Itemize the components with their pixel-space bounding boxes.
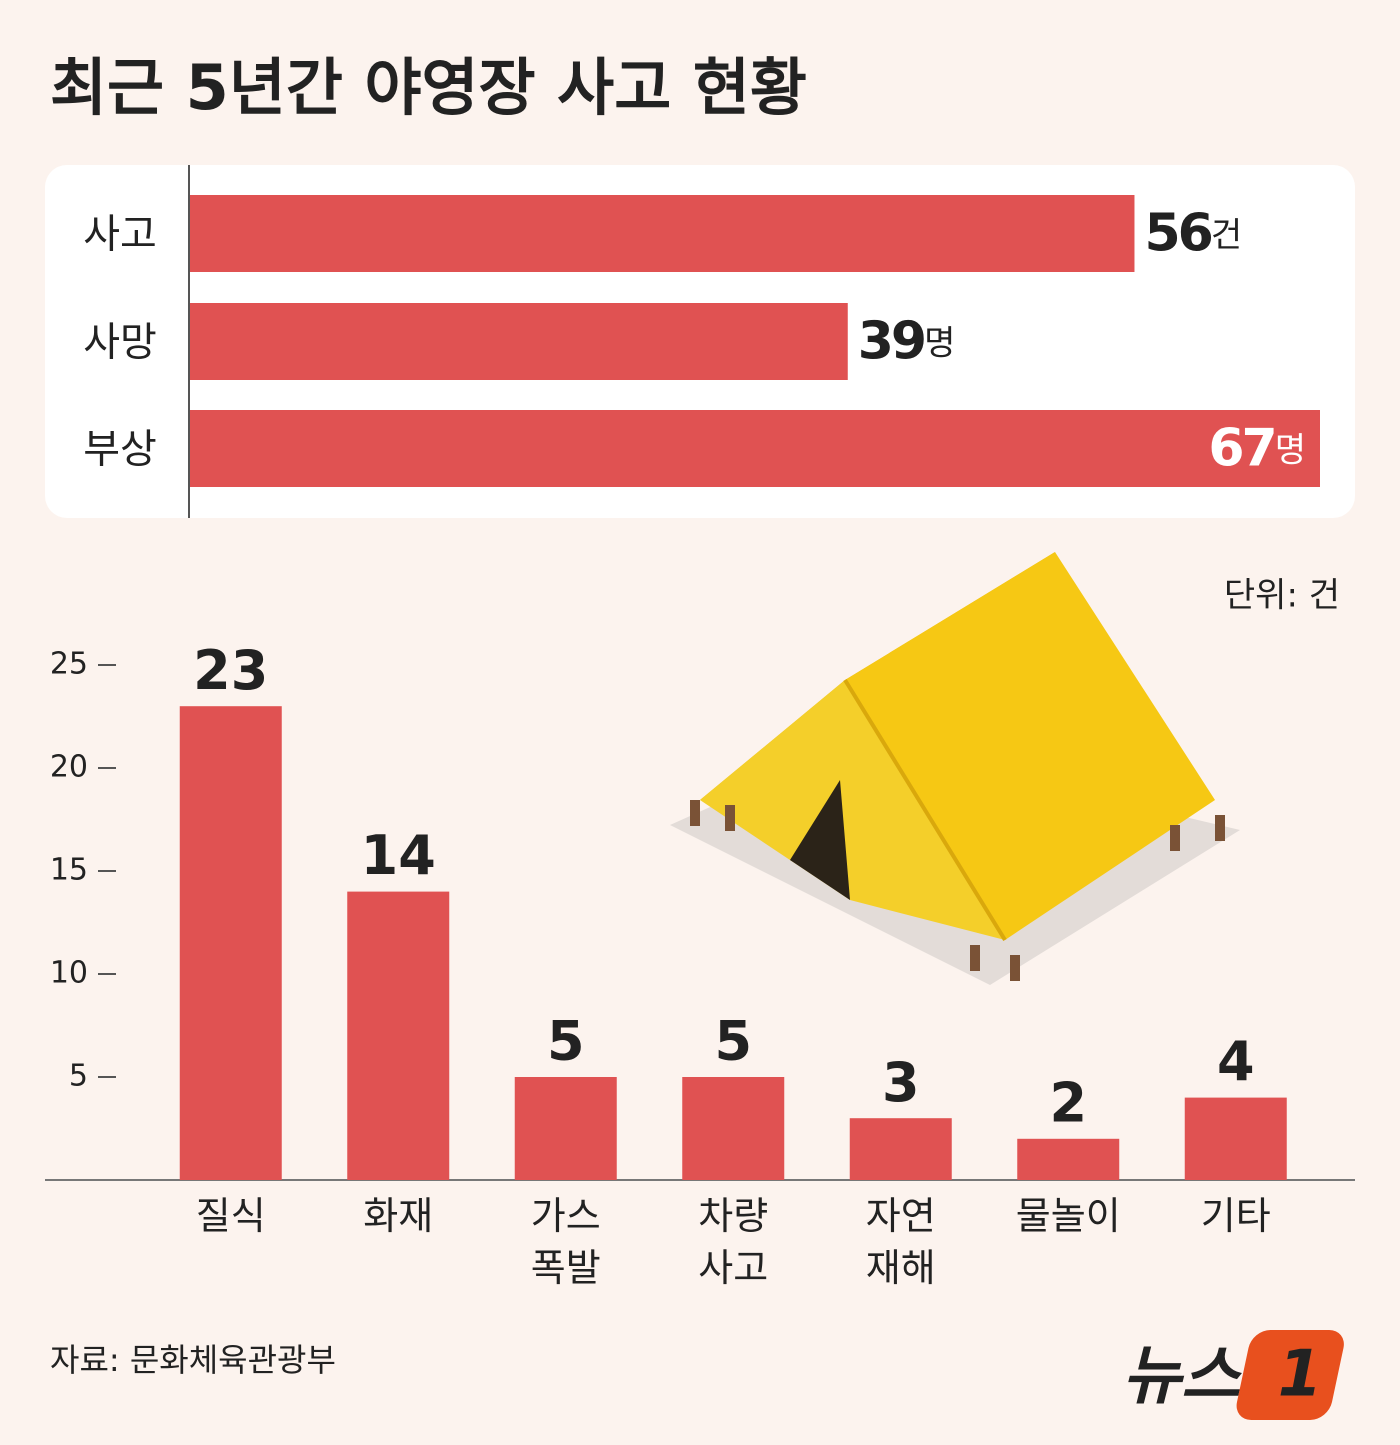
value-label: 23 (193, 639, 268, 702)
value-label: 14 (361, 824, 436, 887)
x-tick-label: 차량 사고 (698, 1194, 768, 1290)
bar (347, 891, 450, 1180)
x-tick-label: 질식 (196, 1194, 266, 1238)
value-label: 2 (1049, 1071, 1087, 1134)
bar (179, 706, 282, 1180)
y-tick-label: 25 (50, 647, 88, 682)
value-label: 5 (714, 1010, 752, 1073)
value-label: 56건 (1144, 204, 1242, 264)
x-tick-label: 물놀이 (1016, 1194, 1121, 1238)
source: 자료: 문화체육관광부 (50, 1341, 336, 1379)
title: 최근 5년간 야영장 사고 현황 (50, 51, 807, 124)
y-tick-label: 20 (50, 750, 88, 785)
category-label: 사고 (83, 212, 157, 258)
bar (190, 410, 1320, 487)
x-tick-label: 기타 (1201, 1194, 1271, 1238)
y-tick-label: 10 (50, 956, 88, 991)
category-label: 사망 (83, 320, 157, 366)
bar (849, 1118, 952, 1180)
value-label: 4 (1217, 1030, 1255, 1093)
x-tick-label: 자연 재해 (866, 1194, 936, 1290)
value-label: 39명 (858, 312, 956, 372)
x-tick-label: 가스 폭발 (531, 1194, 601, 1290)
logo: 뉴스 1 (1122, 1330, 1344, 1420)
bar (1184, 1097, 1287, 1180)
x-tick-label: 화재 (363, 1194, 433, 1238)
value-label: 67명 (1208, 419, 1306, 479)
bar (682, 1077, 785, 1180)
category-label: 부상 (83, 427, 157, 473)
y-tick-label: 15 (50, 853, 88, 888)
logo-mark: 1 (1278, 1338, 1323, 1412)
bar (190, 303, 848, 380)
y-tick-label: 5 (69, 1059, 88, 1094)
bar (1017, 1138, 1120, 1180)
logo-text: 뉴스 (1122, 1340, 1242, 1414)
value-label: 5 (547, 1010, 585, 1073)
bar (514, 1077, 617, 1180)
tent-illustration (670, 552, 1240, 985)
value-label: 3 (882, 1051, 920, 1114)
bar (190, 195, 1135, 272)
unit-note: 단위: 건 (1224, 576, 1340, 616)
logo-badge (1236, 1330, 1344, 1420)
